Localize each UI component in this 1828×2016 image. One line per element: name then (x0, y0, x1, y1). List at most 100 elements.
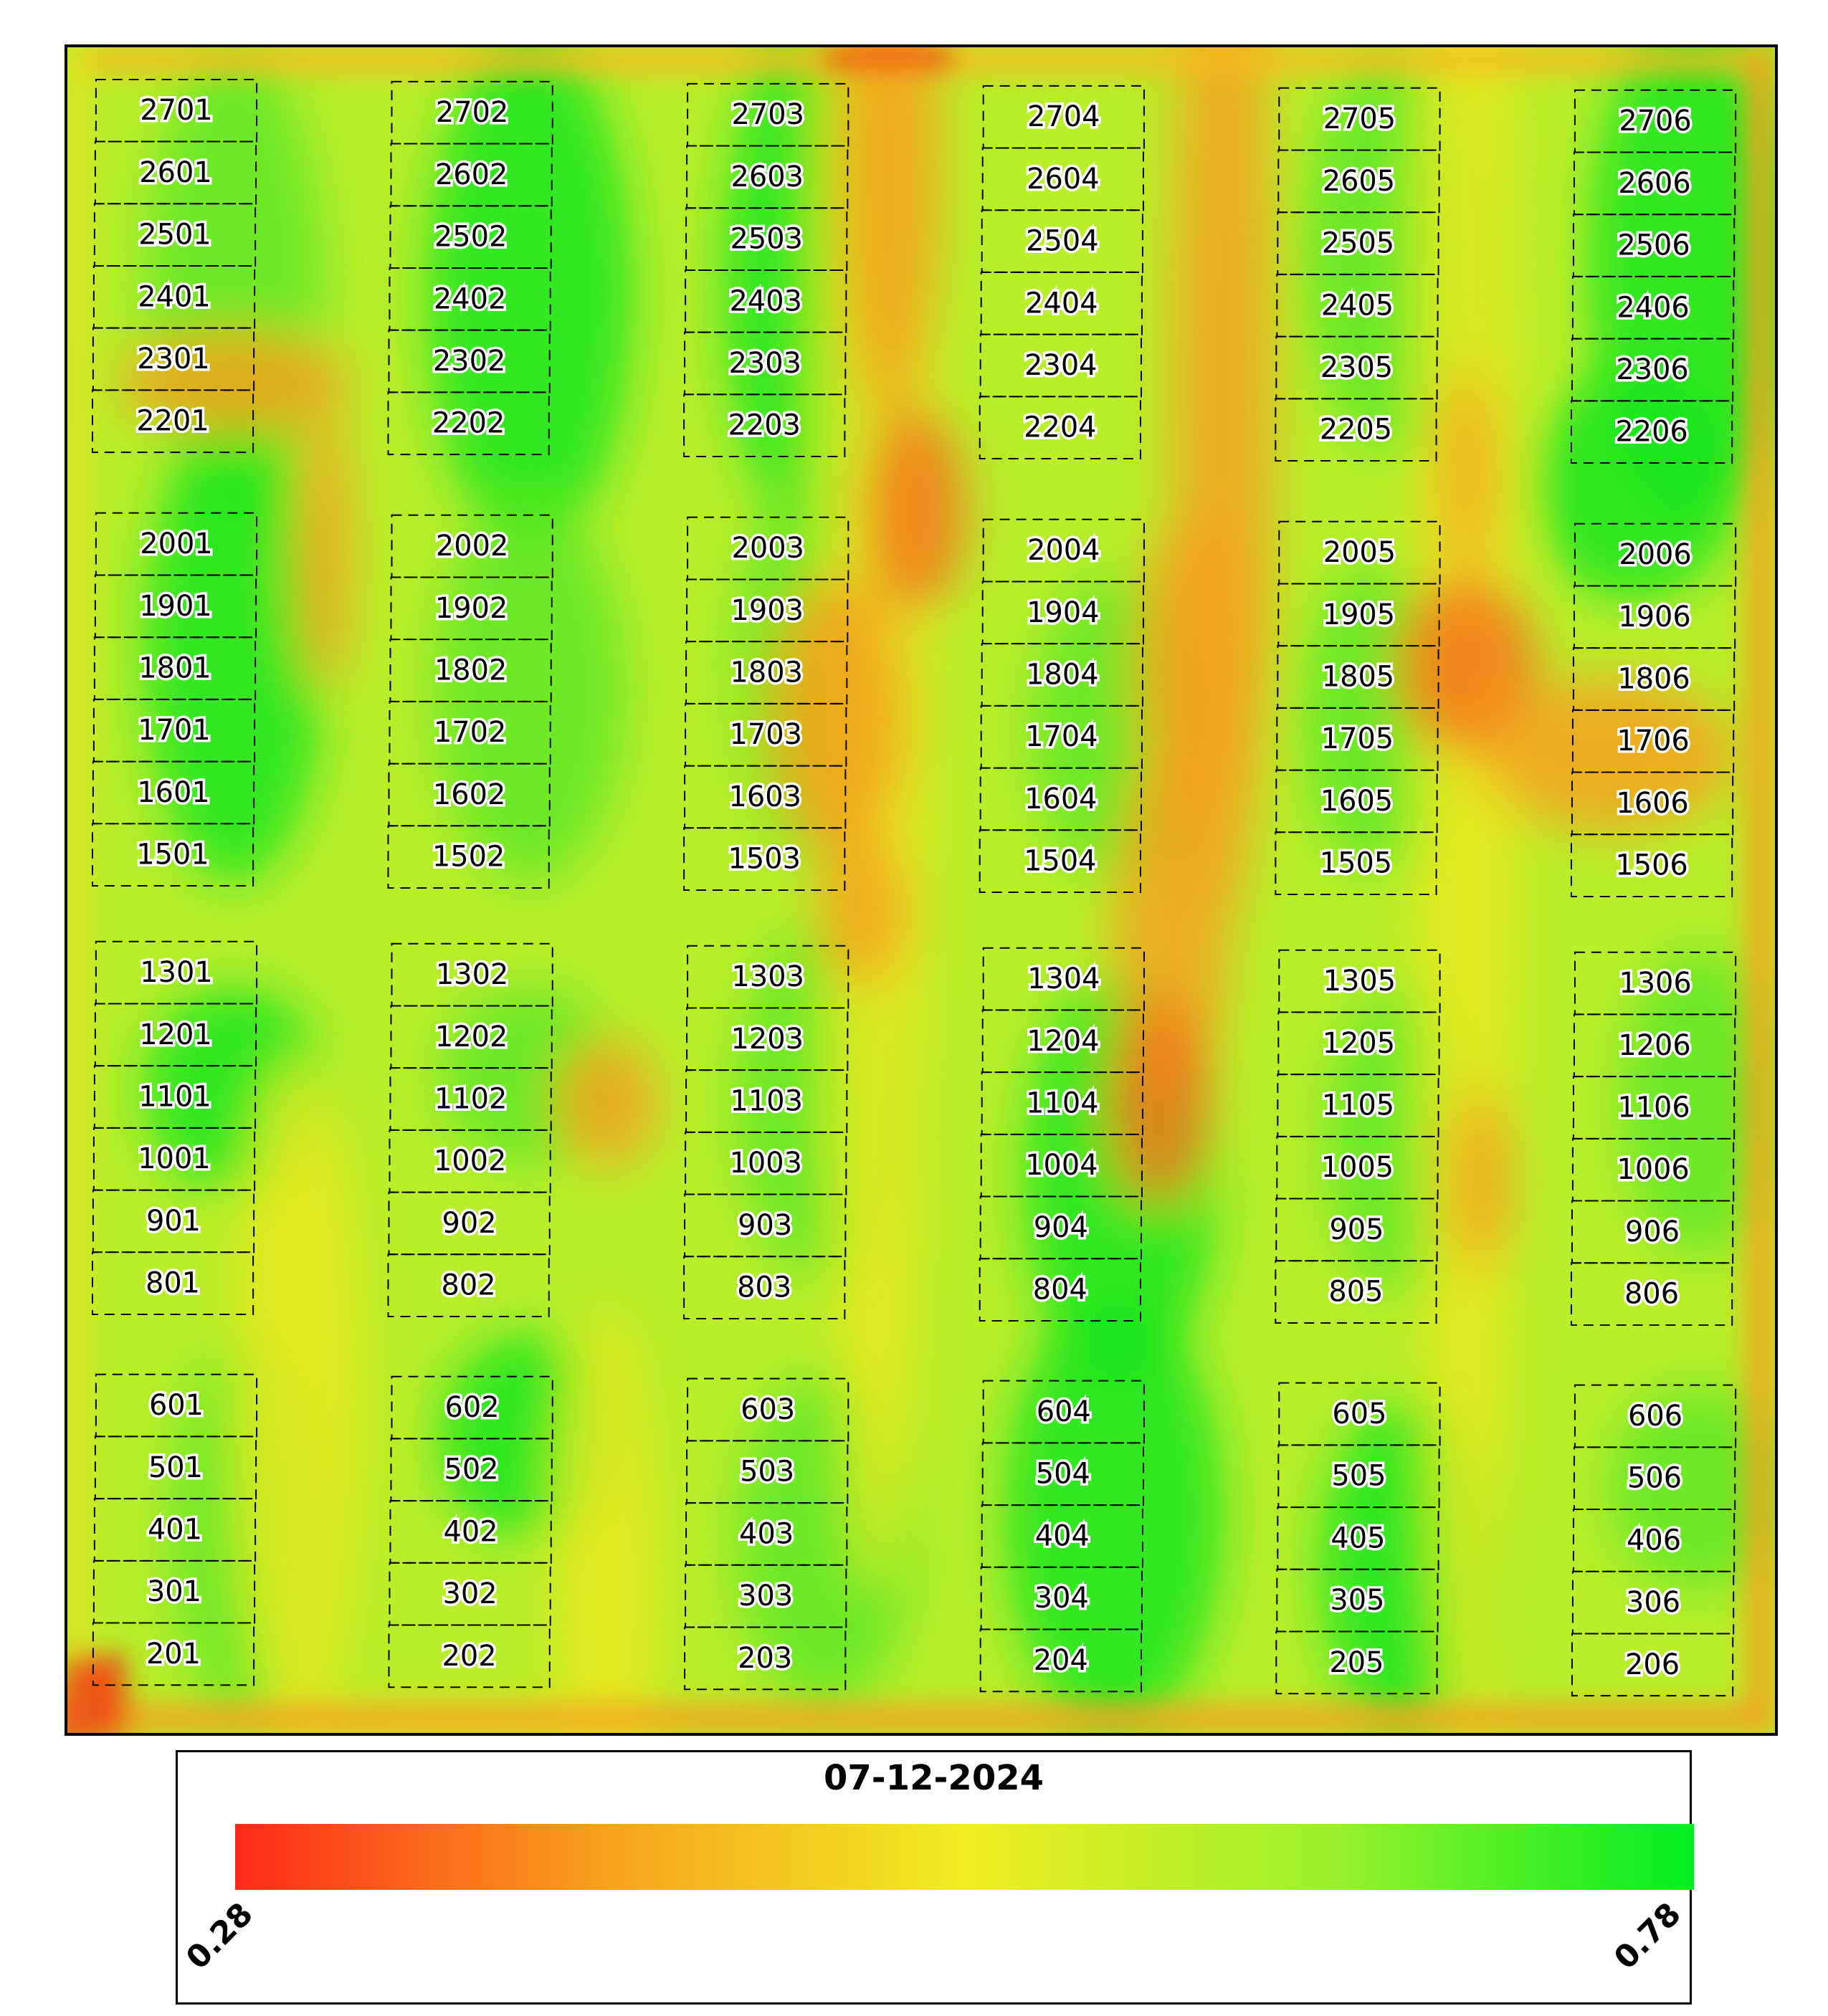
plot-label: 2602 (435, 158, 508, 191)
plot-boundary (389, 700, 551, 765)
plot-cell: 2701 (95, 78, 258, 143)
plot-boundary (389, 1129, 551, 1193)
plot-cell: 1103 (685, 1069, 848, 1133)
plot-cell: 404 (981, 1504, 1143, 1568)
plot-boundary (389, 1067, 552, 1131)
plot-boundary (389, 1562, 551, 1626)
plot-cell: 2503 (685, 207, 848, 271)
plot-cell: 205 (1275, 1630, 1438, 1695)
plot-boundary (684, 765, 847, 829)
plot-cell: 1505 (1275, 831, 1437, 895)
plot-boundary (391, 1375, 553, 1440)
plot-label: 2606 (1618, 167, 1690, 200)
plot-label: 506 (1627, 1462, 1682, 1495)
plot-boundary (685, 269, 847, 333)
plot-cell: 1802 (389, 639, 552, 702)
plot-cell: 605 (1278, 1382, 1441, 1446)
plot-label: 2702 (436, 96, 508, 129)
plot-boundary (391, 514, 553, 578)
plot-cell: 203 (684, 1626, 847, 1691)
plot-cell: 1302 (391, 942, 553, 1007)
plot-label: 204 (1034, 1644, 1088, 1677)
plot-label: 305 (1330, 1584, 1384, 1617)
plot-cell: 1604 (979, 767, 1142, 831)
plot-cell: 506 (1573, 1446, 1736, 1511)
plot-label: 902 (442, 1207, 497, 1240)
plot-cell: 803 (683, 1256, 846, 1319)
plot-cell: 1301 (95, 940, 258, 1005)
vegetation-index-map: 2701 2702 2703 2704 2705 2706 2601 2602 2603 2604… (65, 44, 1778, 1736)
plot-boundary (390, 1438, 553, 1502)
plot-boundary (92, 760, 255, 825)
plot-boundary (94, 1435, 257, 1500)
plot-boundary (979, 1195, 1142, 1260)
plot-cell: 1906 (1573, 585, 1736, 649)
plot-boundary (1572, 647, 1736, 711)
plot-boundary (980, 271, 1143, 335)
plot-boundary (390, 1005, 553, 1069)
plot-cell: 1701 (92, 698, 256, 763)
legend-min-value: 0.28 (178, 1896, 260, 1977)
plot-cell: 2306 (1571, 338, 1734, 402)
plot-label: 805 (1328, 1276, 1383, 1309)
plot-boundary (387, 1253, 550, 1317)
plot-cell: 1105 (1277, 1074, 1439, 1137)
plot-boundary (1570, 833, 1733, 897)
plot-label: 1501 (136, 839, 209, 871)
plot-cell: 2601 (94, 140, 257, 205)
plot-cell: 801 (91, 1251, 254, 1315)
plot-boundary (92, 698, 256, 763)
plot-cell: 403 (685, 1502, 848, 1566)
plot-label: 1106 (1617, 1091, 1690, 1124)
plot-cell: 2201 (91, 389, 254, 454)
plot-boundary (94, 140, 257, 205)
plot-cell: 604 (982, 1380, 1145, 1444)
plot-label: 1905 (1323, 598, 1395, 631)
plot-label: 1104 (1026, 1086, 1098, 1119)
plot-cell: 402 (389, 1500, 552, 1564)
map-canvas: 2701 2702 2703 2704 2705 2706 2601 2602 2603 2604… (67, 47, 1775, 1733)
plot-boundary (1571, 275, 1735, 340)
plot-label: 2504 (1026, 225, 1098, 258)
plot-cell: 906 (1571, 1200, 1734, 1264)
plot-boundary (686, 1440, 849, 1504)
plot-label: 2404 (1025, 287, 1098, 320)
plot-boundary (686, 145, 849, 209)
plot-cell: 2504 (981, 209, 1143, 273)
plot-label: 2302 (433, 345, 505, 378)
plot-boundary (1574, 1384, 1737, 1448)
plot-boundary (1277, 645, 1439, 709)
plot-label: 201 (146, 1638, 201, 1671)
plot-label: 1904 (1027, 596, 1099, 629)
plot-label: 302 (443, 1577, 498, 1610)
plot-label: 304 (1034, 1582, 1089, 1615)
plot-boundary (92, 264, 256, 329)
plot-boundary (686, 1007, 849, 1071)
plot-cell: 905 (1275, 1198, 1438, 1262)
plot-label: 1506 (1615, 849, 1687, 882)
plot-label: 1804 (1026, 659, 1098, 692)
plot-label: 2501 (138, 219, 211, 252)
plot-cell: 805 (1275, 1260, 1437, 1324)
plot-cell: 902 (388, 1191, 551, 1256)
plot-cell: 2205 (1275, 398, 1437, 462)
plot-cell: 2401 (92, 264, 256, 329)
plot-boundary (1571, 709, 1735, 773)
plot-boundary (388, 329, 551, 393)
plot-boundary (982, 947, 1145, 1011)
plot-cell: 1205 (1277, 1011, 1440, 1076)
plot-cell: 1903 (686, 578, 849, 643)
plot-boundary (1277, 1074, 1439, 1137)
plot-boundary (95, 1373, 258, 1438)
plot-label: 401 (148, 1513, 202, 1546)
plot-cell: 2002 (391, 514, 553, 578)
plot-label: 1205 (1323, 1027, 1395, 1060)
plot-cell: 1306 (1574, 951, 1737, 1016)
plot-label: 606 (1628, 1400, 1682, 1433)
plot-label: 502 (444, 1453, 499, 1486)
plot-boundary (388, 1191, 551, 1256)
plot-label: 2202 (432, 407, 505, 440)
plot-cell: 301 (92, 1559, 256, 1624)
plot-boundary (1570, 400, 1733, 464)
plot-label: 504 (1036, 1458, 1090, 1491)
